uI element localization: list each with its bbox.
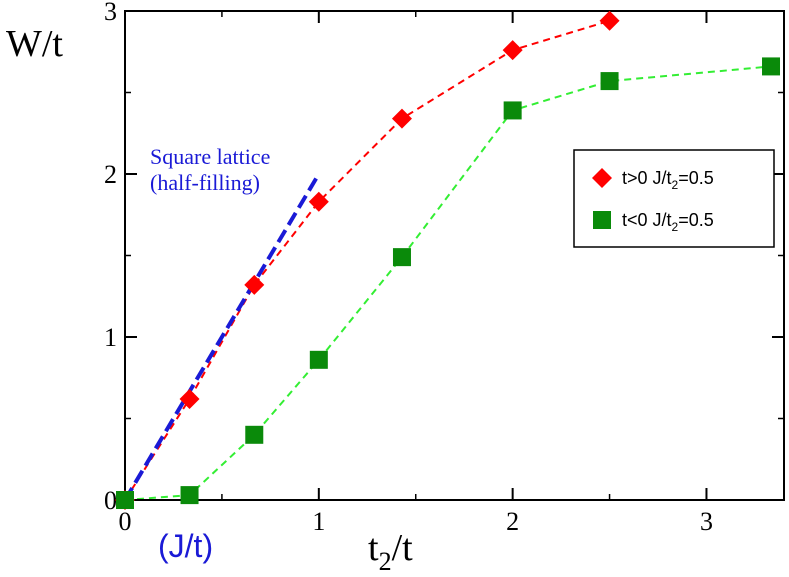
square-lattice-label-line1: Square lattice [150,144,270,169]
legend-marker-square [593,211,611,229]
axis-ticks: 0 1 2 3 0 1 2 3 [104,0,784,536]
square-lattice-label-line2: (half-filling) [150,170,260,195]
y-tick-label: 2 [104,160,117,189]
series-line-2 [124,65,772,501]
data-point-square [600,72,619,91]
x-tick-label: 1 [312,507,325,536]
series-lines [123,19,772,502]
legend-label-series-1: t>0 J/t2=0.5 [622,168,714,192]
x-axis-label: t2/t [368,527,413,576]
x-tick-label: 2 [506,507,519,536]
legend-label-series-2: t<0 J/t2=0.5 [622,210,714,234]
x-tick-label: 0 [119,507,132,536]
y-tick-label: 0 [104,486,117,515]
y-axis-label: W/t [6,23,63,65]
data-point-diamond [391,108,412,129]
legend: t>0 J/t2=0.5 t<0 J/t2=0.5 [573,149,775,248]
data-point-diamond [599,10,620,31]
data-point-square [503,101,522,120]
data-point-square [116,491,134,509]
plot-frame [124,10,785,501]
y-tick-label: 3 [104,0,117,26]
data-point-square [245,425,264,444]
legend-marker-diamond [592,168,612,188]
data-point-square [309,350,328,369]
data-point-square [392,248,411,267]
data-point-diamond [244,274,265,295]
y-tick-label: 1 [104,323,117,352]
data-point-square [180,486,199,505]
data-point-diamond [502,40,523,61]
series-markers [115,10,781,510]
jt-axis-note: (J/t) [158,528,213,564]
series-line-1 [124,19,610,501]
series-line-3 [123,172,321,502]
data-point-diamond [308,191,329,212]
data-point-diamond [179,388,200,409]
legend-box [573,149,775,248]
x-axis-label-subscript: 2 [379,547,392,576]
x-tick-label: 3 [700,507,713,536]
data-point-square [762,57,781,76]
